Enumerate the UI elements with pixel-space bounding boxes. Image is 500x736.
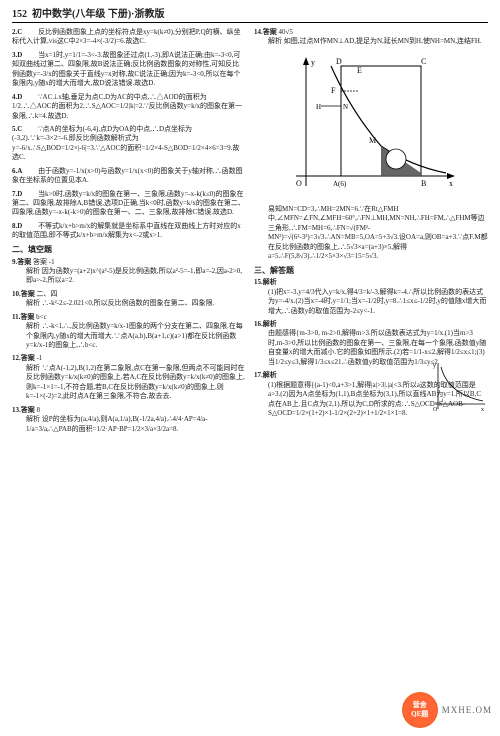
- watermark-text: MXHE.OM: [442, 704, 492, 716]
- q2: 2.C 反比例函数图象上点的坐标符点是xy=k(k≠0),分别把P,Q的横、纵坐…: [12, 28, 246, 47]
- svg-text:N: N: [343, 103, 348, 111]
- q16-mini-graph: y x O 1: [433, 359, 488, 414]
- q12: 12.答案 -1 解析 ∵点A(-1,2),B(1,2)在第二象限,点C在第一象…: [12, 354, 246, 401]
- q8: 8.D 不等式k/x+b>m/x的解集就是坐标系中直线在双曲线上方时对应的x的取…: [12, 222, 246, 241]
- svg-text:O: O: [433, 407, 438, 413]
- svg-text:E: E: [357, 66, 362, 75]
- q11: 11.答案 b<c 解析 ∴-k<1,∴.,反比例函数y=k/x-1图象的两个分…: [12, 313, 246, 351]
- watermark-badge: 营舍 QE题: [402, 692, 438, 728]
- q15: 15.解析 (1)把x=-3,y=4/3代入y=k/x,得4/3=k/-3,解得…: [254, 278, 488, 316]
- q14-work: 易知MN=CD=3,∴MH=2MN=6.∵在Rt△FMH中,∠MFN=∠FN,∠…: [254, 205, 488, 262]
- page-num: 152: [12, 9, 27, 20]
- section-fill-blank: 二、填空题: [12, 245, 246, 256]
- q3: 3.D 当x=1时,y=1/1=-3<-3.故图象还过点(1,-3),即A说法正…: [12, 51, 246, 89]
- svg-text:C: C: [421, 57, 426, 66]
- column-right: 14.答案 40√5 解析 如图,过点M作MN⊥AD,提足为N,延长MN到H,使…: [254, 28, 488, 438]
- svg-text:x: x: [481, 407, 484, 413]
- q16: 16.解析 由题感得{m-3>0, m-2>0,解得m>3.所以函数表达式为y=…: [254, 320, 488, 367]
- q10: 10.答案 二、四 解析 ∴-k²-2≤-2.021<0,所以反比例函数的图象在…: [12, 290, 246, 309]
- svg-text:1: 1: [441, 399, 444, 404]
- svg-text:O: O: [296, 179, 302, 188]
- content: 2.C 反比例函数图象上点的坐标符点是xy=k(k≠0),分别把P,Q的横、纵坐…: [12, 28, 488, 438]
- q4: 4.D ∵AC⊥x轴,垂足为点C,D为AC的中点,∴△AOD的面积为1/2.∴△…: [12, 93, 246, 121]
- q6: 6.A 由于函数y=-1/x(x>0)与函数y=1/x(x<0)的图象关于y轴对…: [12, 167, 246, 186]
- q9: 9.答案 答案 -1 解析 因为函数y=(a+2)x^(a²-5)是反比例函数,…: [12, 258, 246, 286]
- svg-text:y: y: [311, 58, 315, 67]
- svg-text:x: x: [449, 179, 453, 188]
- q5: 5.C ∵点A的坐标为(-6,4),点D为OA的中点,∴D点坐标为(-3,2).…: [12, 125, 246, 163]
- svg-text:A(6): A(6): [333, 180, 347, 188]
- q14-diagram: y x O D C A(6) B F H N M E: [281, 51, 461, 201]
- svg-text:B: B: [421, 179, 426, 188]
- section-solve: 三、解答题: [254, 266, 488, 277]
- page-title: 初中数学(八年级 下册)·浙教版: [32, 9, 165, 20]
- q13: 13.答案 8 解析 设P的坐标为(a,4/a),则A(a,1/a),B(-1/…: [12, 406, 246, 434]
- svg-text:M: M: [369, 136, 376, 145]
- svg-text:D: D: [336, 57, 342, 66]
- svg-text:H: H: [316, 103, 321, 111]
- svg-text:y: y: [433, 363, 436, 369]
- svg-text:F: F: [331, 86, 336, 95]
- watermark: 营舍 QE题 MXHE.OM: [402, 692, 492, 728]
- column-left: 2.C 反比例函数图象上点的坐标符点是xy=k(k≠0),分别把P,Q的横、纵坐…: [12, 28, 246, 438]
- header-rule: [12, 22, 488, 23]
- q14: 14.答案 40√5 解析 如图,过点M作MN⊥AD,提足为N,延长MN到H,使…: [254, 28, 488, 47]
- q7: 7.D 当k>0时,函数y=k/x的图象在第一、三象限,函数y=-x-k(k≤0…: [12, 190, 246, 218]
